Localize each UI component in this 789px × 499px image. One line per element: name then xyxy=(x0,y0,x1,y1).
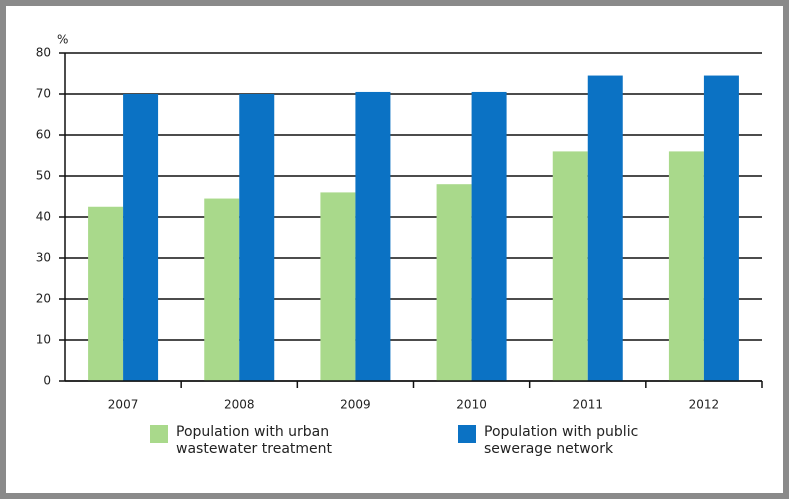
bar xyxy=(355,91,391,381)
bar xyxy=(239,94,275,381)
y-tick-label: 0 xyxy=(43,374,51,388)
x-tick-label: 2012 xyxy=(689,398,720,412)
legend-label: Population with public sewerage network xyxy=(484,424,639,457)
x-tick-label: 2009 xyxy=(340,398,371,412)
y-tick-label: 20 xyxy=(36,292,51,306)
bar xyxy=(123,94,159,381)
legend-swatch xyxy=(150,425,168,443)
y-tick-label: 80 xyxy=(36,46,51,60)
bar xyxy=(587,75,623,382)
bar xyxy=(703,75,739,382)
y-tick-label: 40 xyxy=(36,210,51,224)
x-tick-label: 2011 xyxy=(572,398,603,412)
bar xyxy=(320,192,356,381)
bar xyxy=(471,91,507,381)
x-tick-label: 2008 xyxy=(224,398,255,412)
y-tick-label: 50 xyxy=(36,169,51,183)
x-tick-label: 2010 xyxy=(456,398,487,412)
legend-label: Population with urban wastewater treatme… xyxy=(176,424,332,457)
legend-item: Population with urban wastewater treatme… xyxy=(150,424,376,458)
bar xyxy=(436,184,472,381)
y-axis-label: % xyxy=(57,33,68,47)
y-tick-label: 70 xyxy=(36,87,51,101)
legend-item: Population with public sewerage network xyxy=(458,424,684,458)
bar xyxy=(552,151,588,381)
bar xyxy=(668,151,704,381)
y-tick-label: 30 xyxy=(36,251,51,265)
y-tick-label: 60 xyxy=(36,128,51,142)
bar xyxy=(88,206,124,381)
y-tick-label: 10 xyxy=(36,333,51,347)
legend-swatch xyxy=(458,425,476,443)
x-tick-label: 2007 xyxy=(108,398,139,412)
bar xyxy=(204,198,240,381)
